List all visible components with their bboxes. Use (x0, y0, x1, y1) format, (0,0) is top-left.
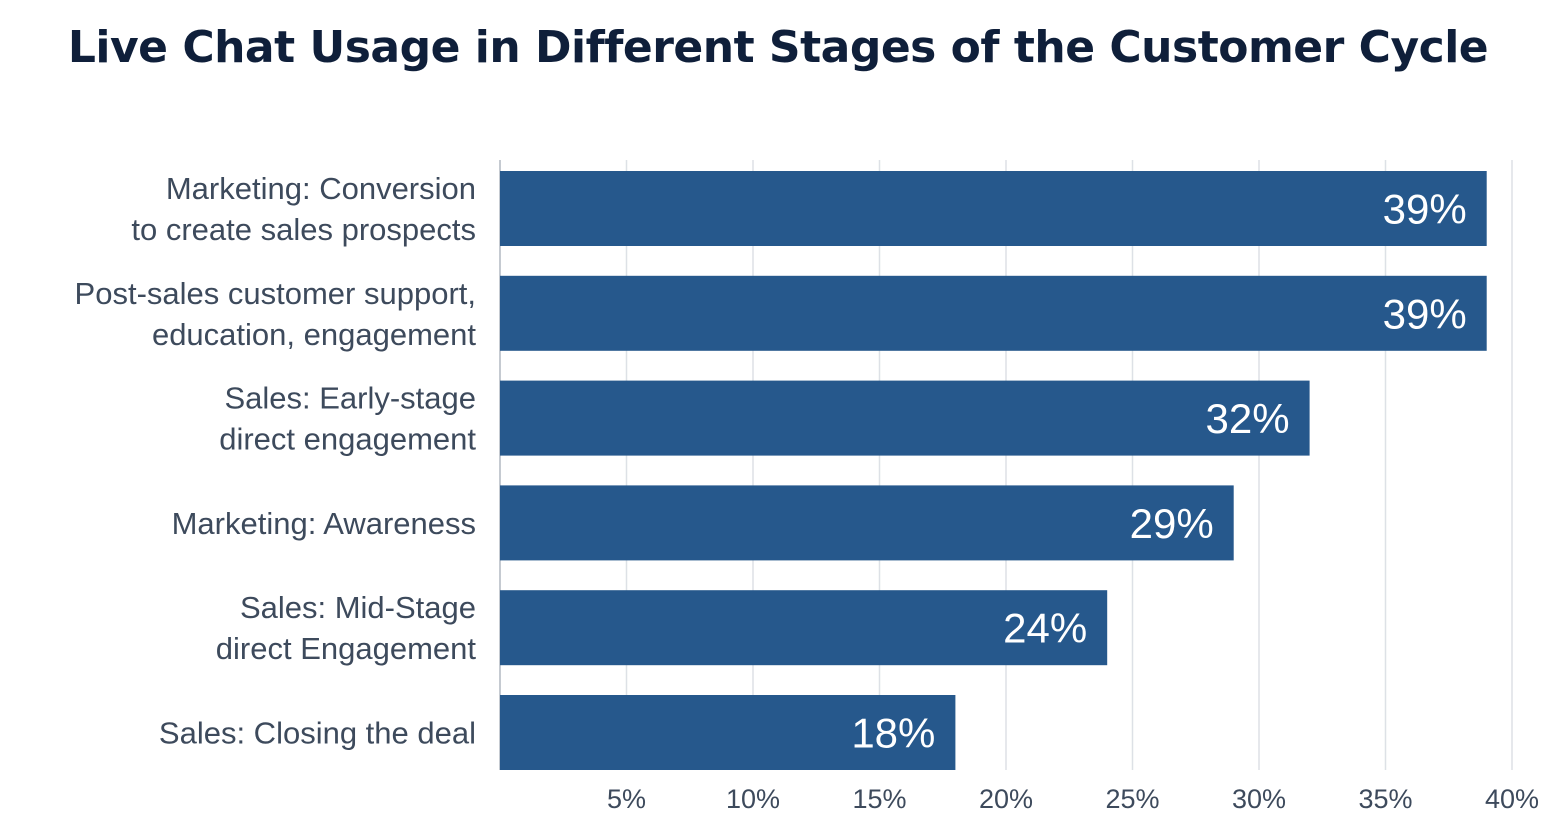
category-label: Sales: Mid-Stage (240, 590, 476, 625)
x-tick-label: 10% (726, 784, 780, 814)
x-tick-label: 5% (607, 784, 646, 814)
bar-value-label: 29% (1130, 500, 1214, 547)
bar-value-label: 18% (851, 710, 935, 757)
gridlines (499, 160, 1513, 770)
x-axis-tick-labels: 5% 10% 15% 20% 25% 30% 35% 40% (607, 784, 1539, 814)
category-labels: Marketing: Conversion to create sales pro… (75, 171, 477, 751)
category-label: direct engagement (219, 422, 476, 457)
category-label: Post-sales customer support, (75, 276, 476, 311)
bars: 39% 39% 32% 29% 24% 18% (500, 171, 1487, 770)
chart-title: Live Chat Usage in Different Stages of t… (67, 22, 1489, 73)
category-label: Sales: Closing the deal (159, 716, 476, 751)
x-tick-label: 30% (1232, 784, 1286, 814)
bar-value-label: 32% (1206, 395, 1290, 442)
bar (500, 275, 1487, 351)
bar (500, 171, 1487, 246)
category-label: education, engagement (152, 317, 476, 352)
category-label: direct Engagement (216, 631, 477, 666)
x-tick-label: 40% (1485, 784, 1539, 814)
bar (500, 590, 1108, 666)
x-tick-label: 25% (1105, 784, 1159, 814)
x-tick-label: 35% (1358, 784, 1412, 814)
x-tick-label: 15% (852, 784, 906, 814)
bar (500, 380, 1310, 456)
category-label: Marketing: Awareness (172, 506, 476, 541)
x-tick-label: 20% (979, 784, 1033, 814)
bar (500, 695, 956, 770)
category-label: to create sales prospects (131, 212, 476, 247)
category-label: Marketing: Conversion (166, 171, 476, 206)
bar-value-label: 39% (1383, 290, 1467, 337)
bar (500, 485, 1234, 561)
bar-value-label: 24% (1003, 605, 1087, 652)
bar-value-label: 39% (1383, 186, 1467, 233)
category-label: Sales: Early-stage (224, 381, 476, 416)
